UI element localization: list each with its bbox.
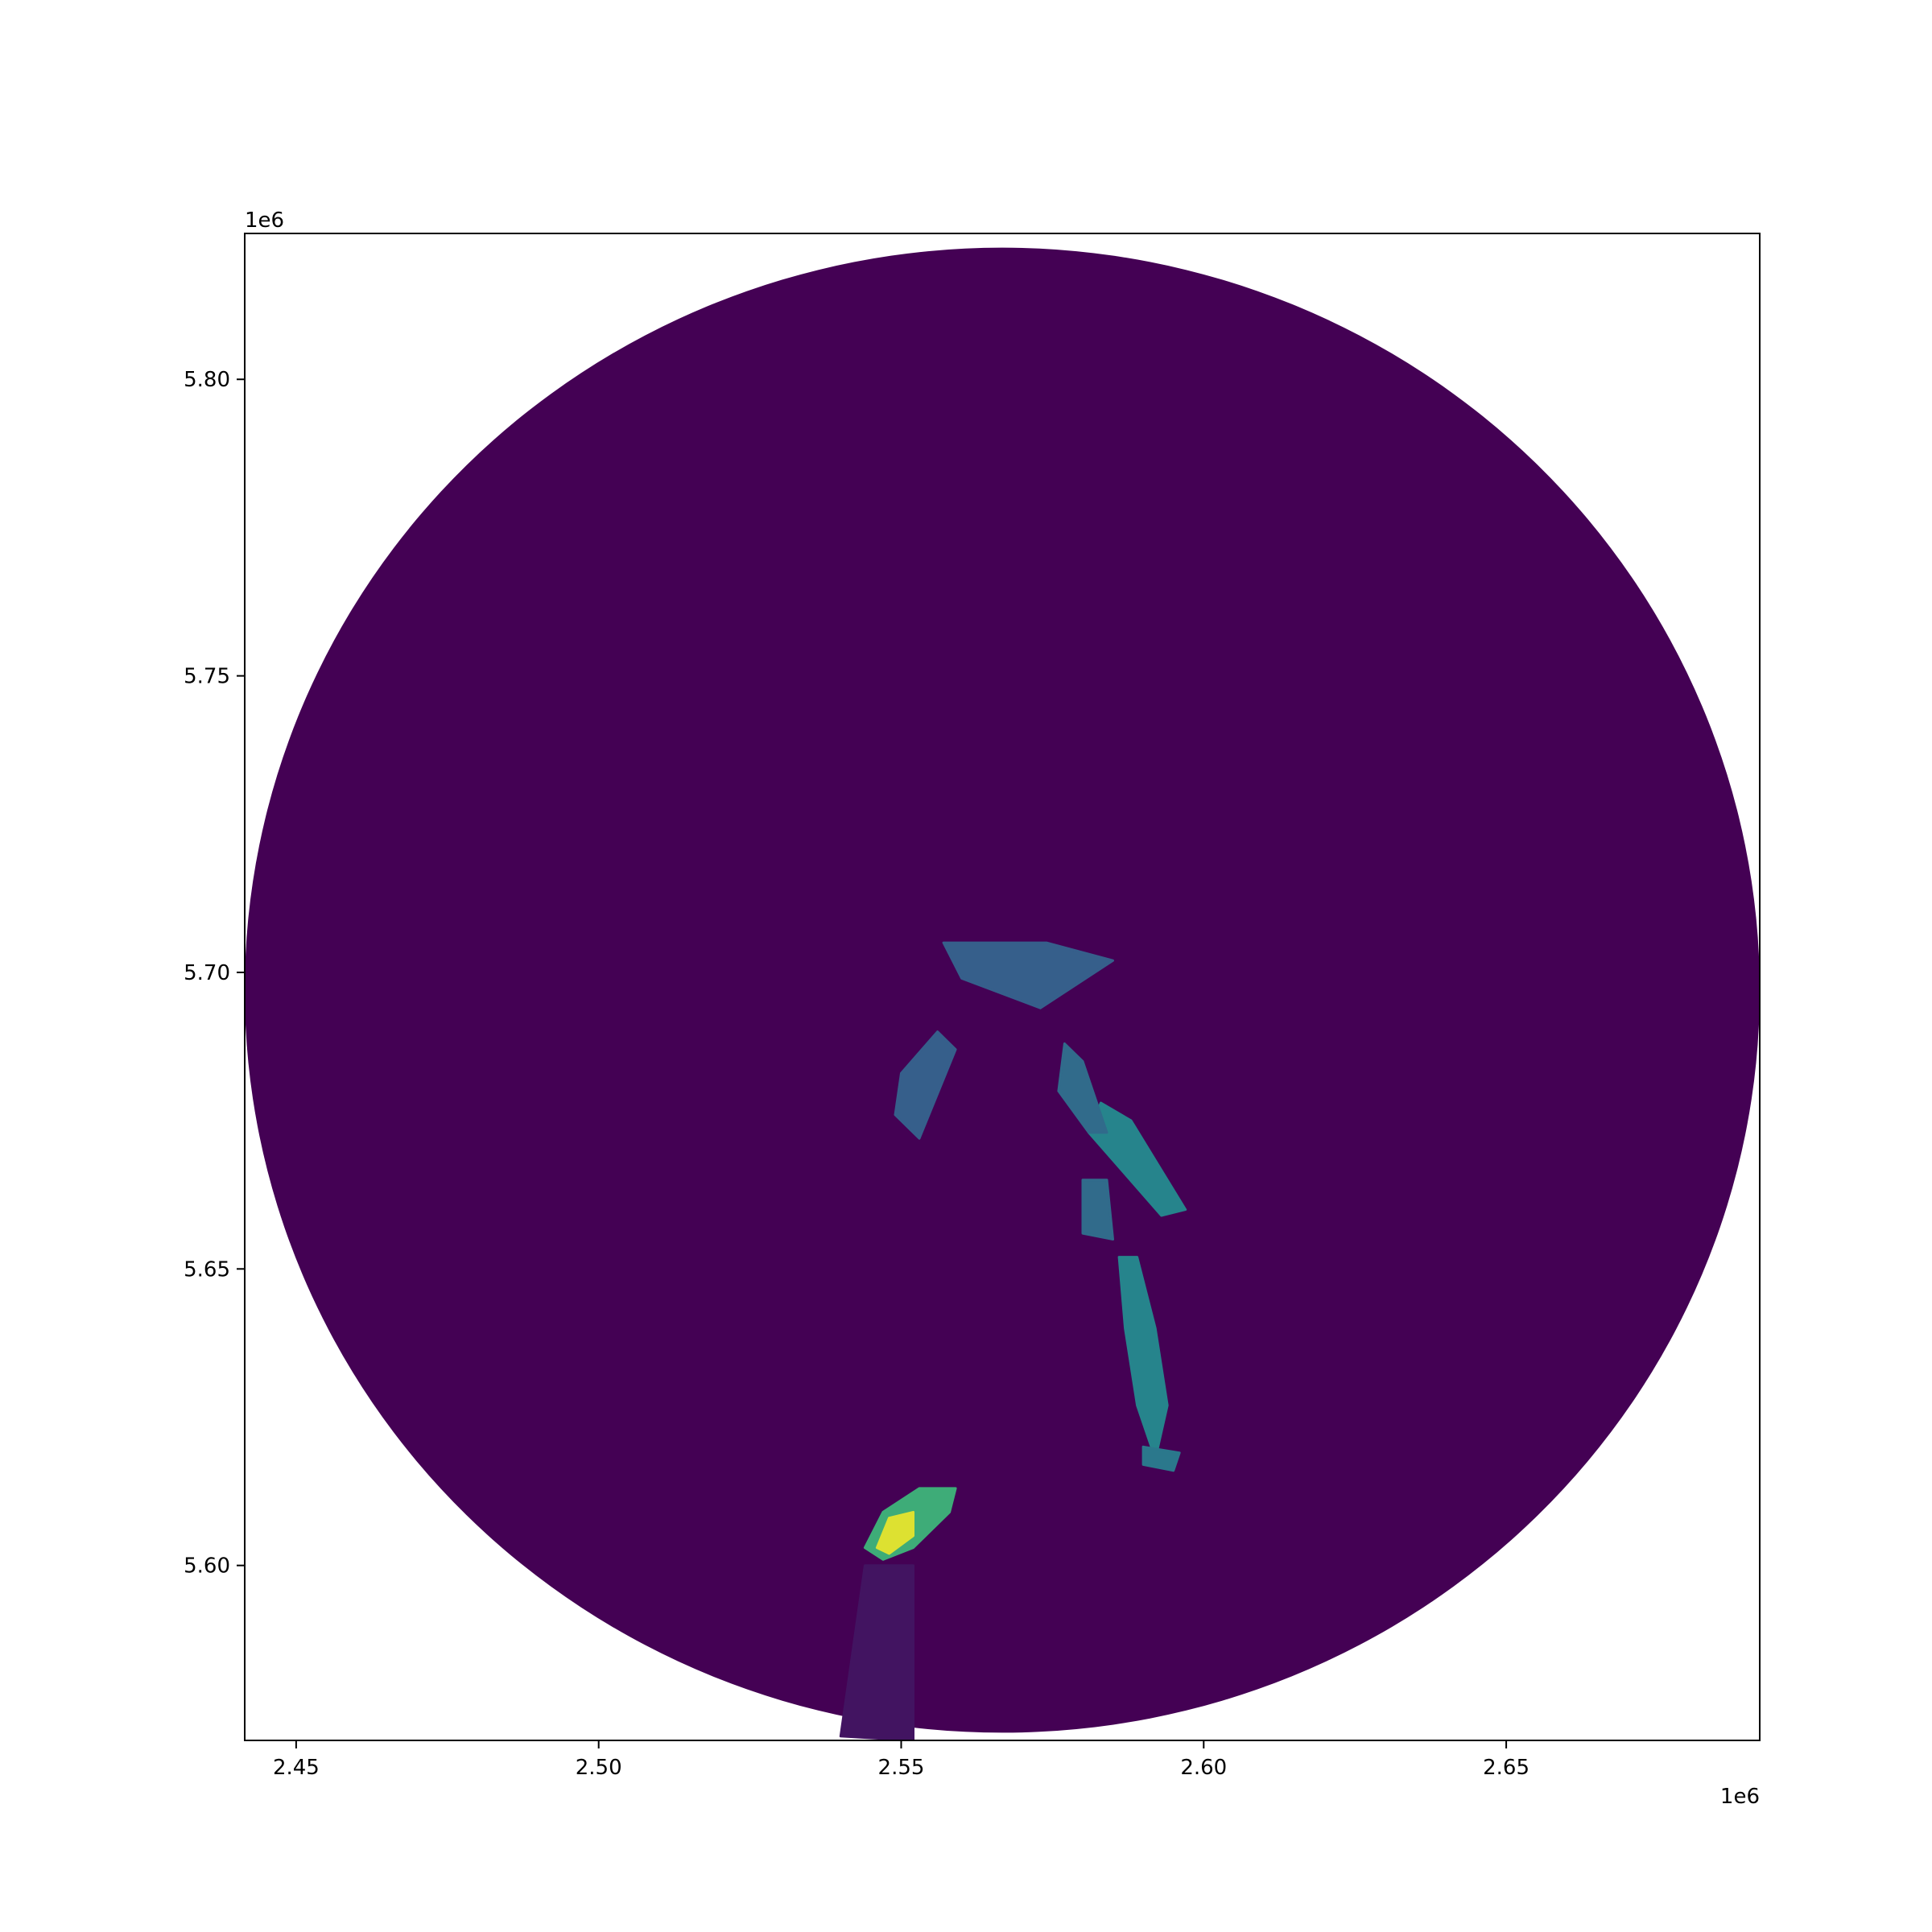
y-tick-label: 5.80 — [184, 368, 230, 392]
echo-region-southern-band-fragments — [1081, 1179, 1114, 1241]
echo-region-southern-band-tail — [1141, 1445, 1181, 1472]
y-tick-label: 5.60 — [184, 1554, 230, 1579]
x-axis: 2.45 2.50 2.55 2.60 2.65 — [273, 1740, 1530, 1780]
echo-region-central-left-echoes — [894, 1030, 957, 1140]
echo-region-central-band-middle — [1057, 1042, 1108, 1134]
y-tick-label: 5.75 — [184, 665, 230, 689]
x-tick-label: 2.65 — [1483, 1756, 1530, 1780]
echo-region-southern-band — [1117, 1256, 1169, 1460]
x-tick-label: 2.50 — [576, 1756, 622, 1780]
x-offset-label: 1e6 — [1720, 1785, 1760, 1809]
y-tick-label: 5.70 — [184, 961, 230, 985]
echo-region-northern-scattered-echoes — [942, 941, 1114, 1009]
echo-region-intense-cell-core — [875, 1510, 914, 1555]
echo-region-beam-blockage-wedge — [839, 1564, 914, 1740]
x-tick-label: 2.45 — [273, 1756, 320, 1780]
plot-area — [245, 247, 1760, 1740]
x-tick-label: 2.55 — [878, 1756, 925, 1780]
y-tick-label: 5.65 — [184, 1257, 230, 1282]
y-axis: 5.60 5.65 5.70 5.75 5.80 — [184, 368, 245, 1579]
x-tick-label: 2.60 — [1180, 1756, 1227, 1780]
axes-frame — [244, 233, 1761, 1741]
y-offset-label: 1e6 — [245, 208, 284, 233]
